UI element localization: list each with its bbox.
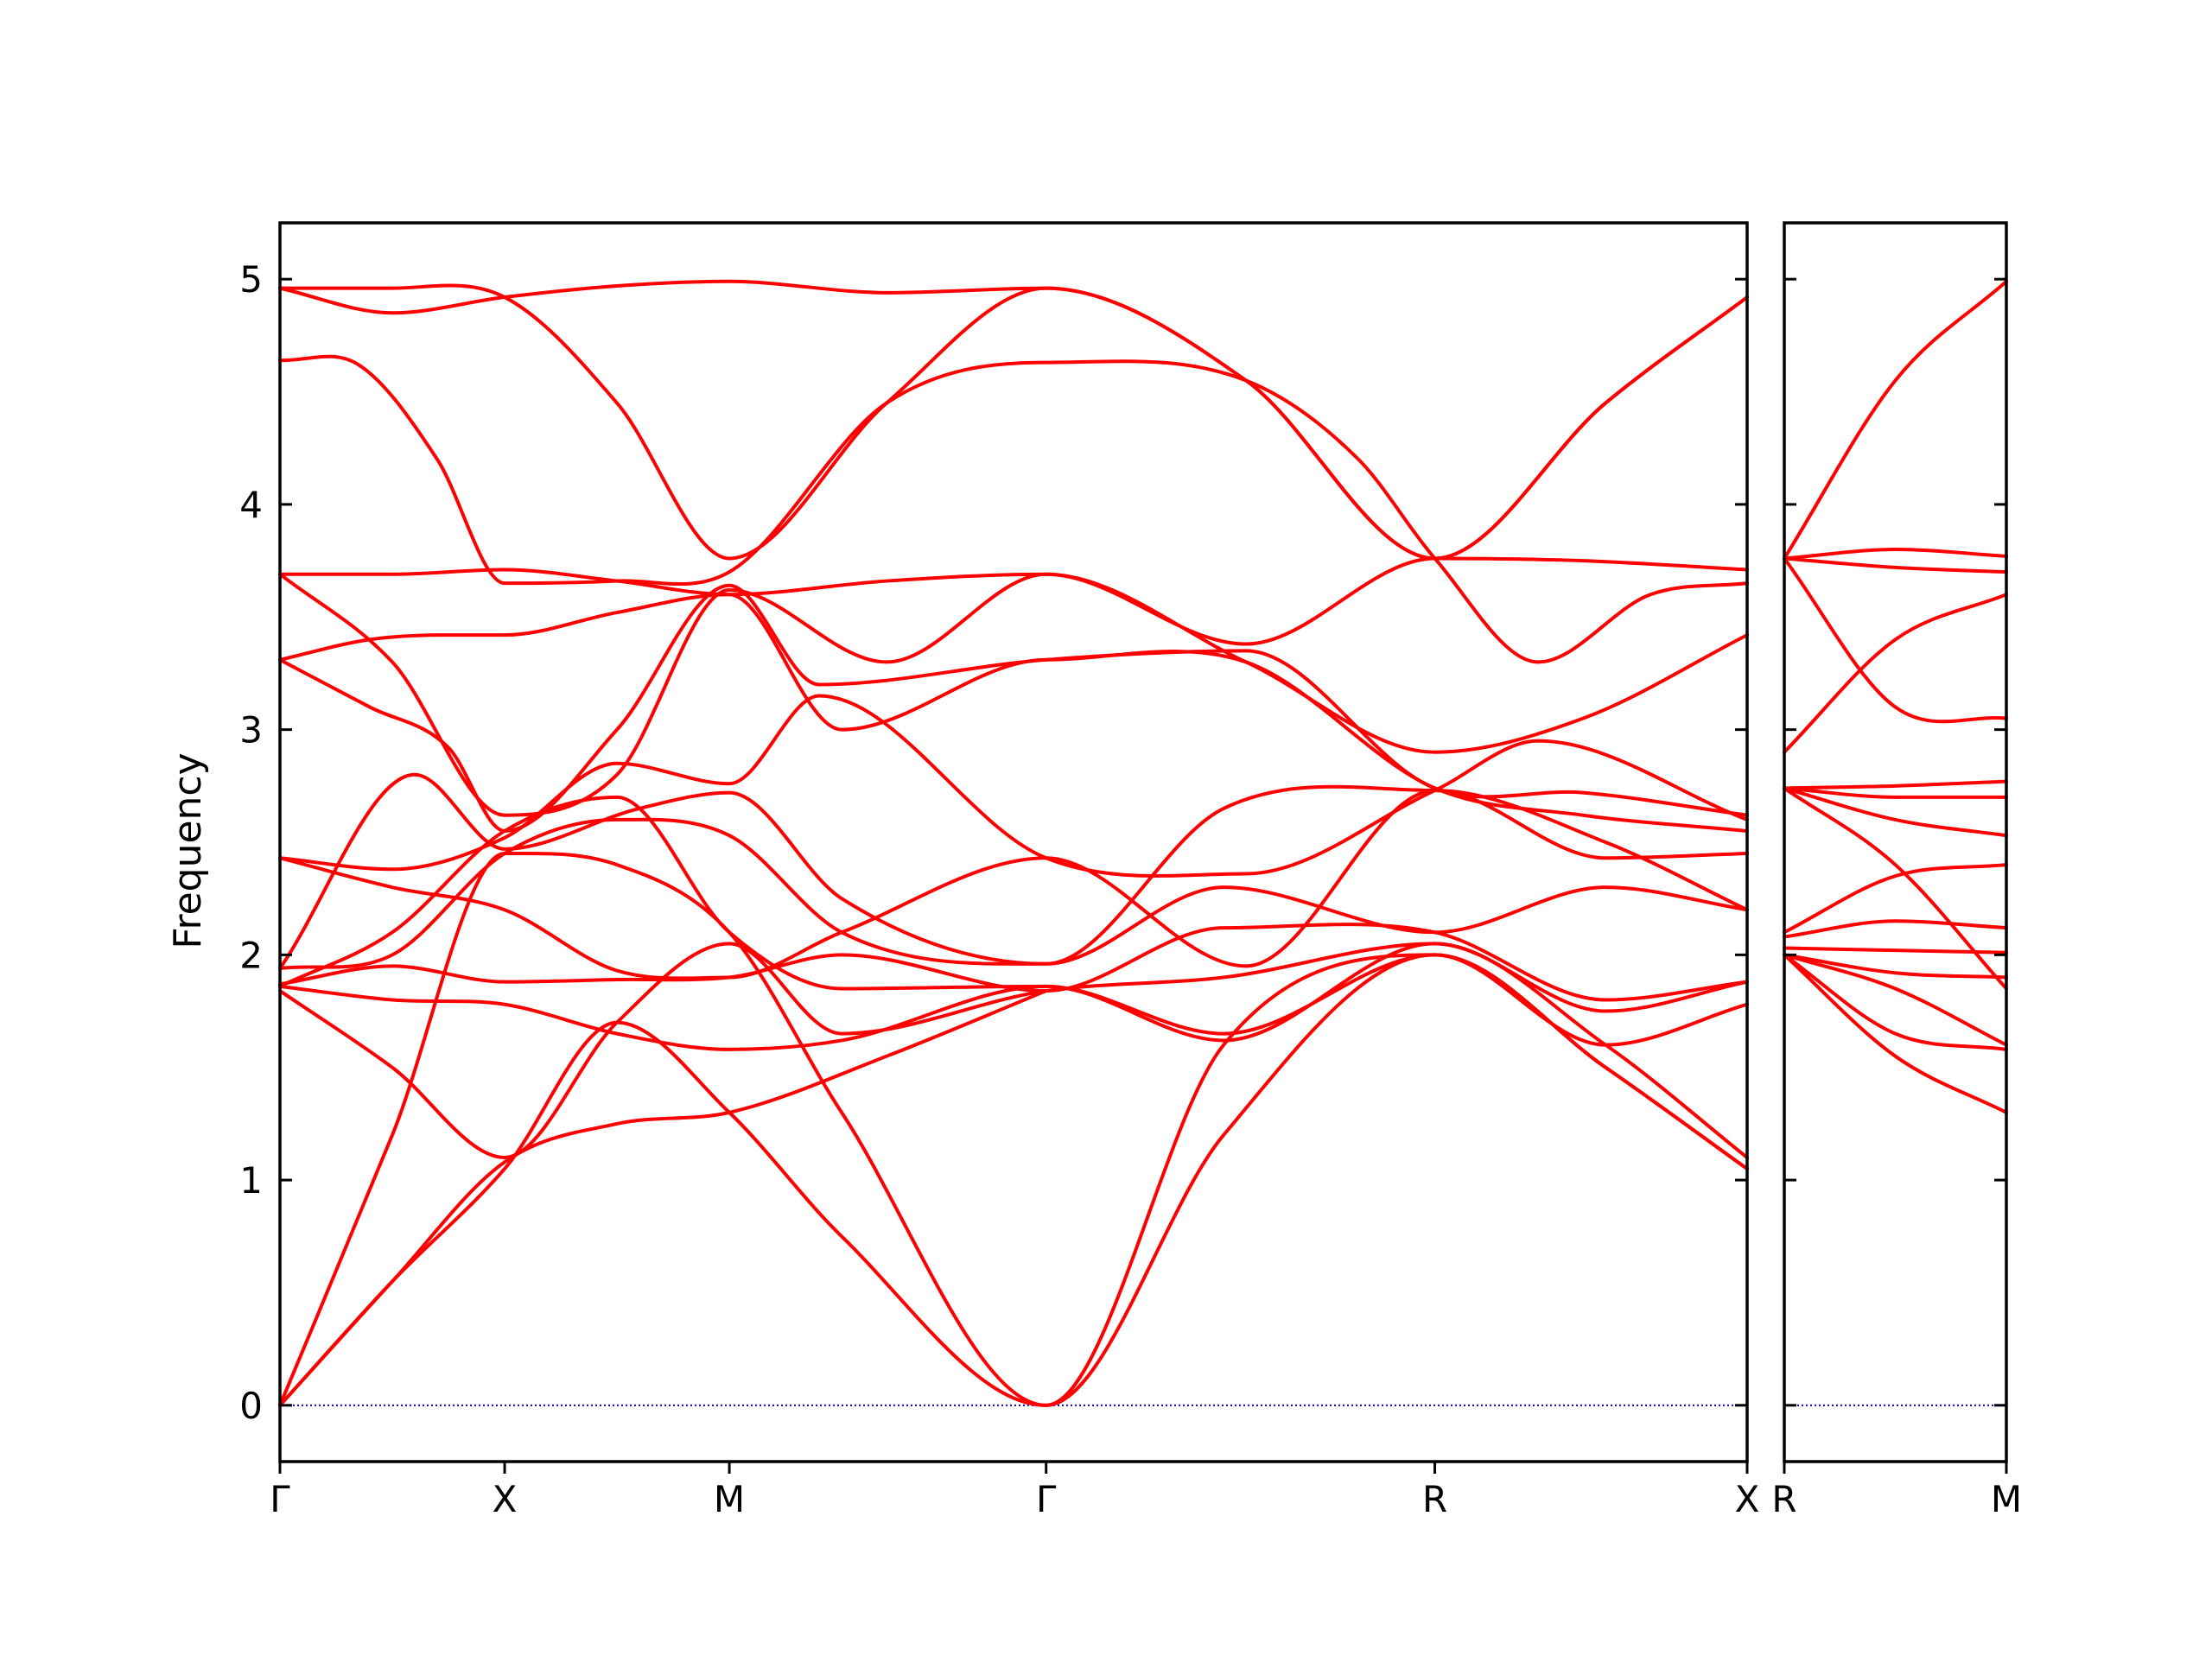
x-tick-label: Γ xyxy=(1036,1478,1057,1520)
x-tick-label: Γ xyxy=(270,1478,290,1520)
y-tick-label: 0 xyxy=(239,1385,263,1427)
band-line-16 xyxy=(278,851,1749,1407)
band-line-3 xyxy=(1783,556,2008,574)
band-line-10 xyxy=(278,772,1749,971)
band-line-13 xyxy=(1783,953,2008,1047)
band-line-15 xyxy=(278,942,1749,1160)
y-tick-label: 2 xyxy=(239,934,263,976)
band-line-9 xyxy=(278,789,1749,980)
band-line-15 xyxy=(1783,953,2008,1114)
x-tick-label: M xyxy=(1991,1478,2022,1520)
band-line-7 xyxy=(278,593,1749,833)
plot-frame xyxy=(1783,221,2008,1463)
band-line-18 xyxy=(278,989,1048,1407)
band-line-17 xyxy=(278,953,1749,1407)
band-line-12 xyxy=(1783,946,2008,955)
band-line-16 xyxy=(1783,953,2008,980)
x-tick-label: X xyxy=(1735,1478,1760,1520)
plot-frame xyxy=(278,221,1749,1463)
band-line-1 xyxy=(1783,279,2008,561)
band-group xyxy=(1783,279,2008,1114)
band-line-5 xyxy=(1783,593,2008,754)
band-line-7 xyxy=(1783,786,2008,799)
band-line-3 xyxy=(278,354,1749,664)
x-tick-label: R xyxy=(1422,1478,1447,1520)
x-tick-label: X xyxy=(493,1478,518,1520)
band-line-6 xyxy=(278,583,1749,833)
band-line-6 xyxy=(1783,779,2008,790)
band-line-11 xyxy=(278,817,1749,971)
band-line-1 xyxy=(278,279,1749,561)
x-tick-label: R xyxy=(1771,1478,1796,1520)
band-line-4 xyxy=(1783,556,2008,724)
band-line-10 xyxy=(1783,863,2008,935)
band-group xyxy=(278,279,1749,1407)
y-tick-label: 3 xyxy=(239,709,263,752)
band-line-4 xyxy=(278,556,1749,646)
band-line-14 xyxy=(1783,953,2008,1051)
y-tick-label: 1 xyxy=(239,1159,263,1202)
y-tick-label: 4 xyxy=(239,484,263,526)
band-line-2 xyxy=(1783,548,2008,561)
band-line-12 xyxy=(278,923,1749,1002)
band-line-5 xyxy=(278,572,1749,817)
band-line-13 xyxy=(278,795,1749,1047)
band-line-8 xyxy=(1783,786,2008,838)
band-line-8 xyxy=(278,694,1749,878)
y-axis-label: Frequency xyxy=(166,752,210,948)
band-line-2 xyxy=(278,283,1749,561)
y-axis-label-group: Frequency xyxy=(166,752,210,948)
y-tick-label: 5 xyxy=(239,258,263,301)
x-tick-label: M xyxy=(714,1478,745,1520)
band-line-11 xyxy=(1783,919,2008,939)
panel-1: 0 1 2 3 4 5 Γ X M Γ R X xyxy=(239,221,1760,1520)
